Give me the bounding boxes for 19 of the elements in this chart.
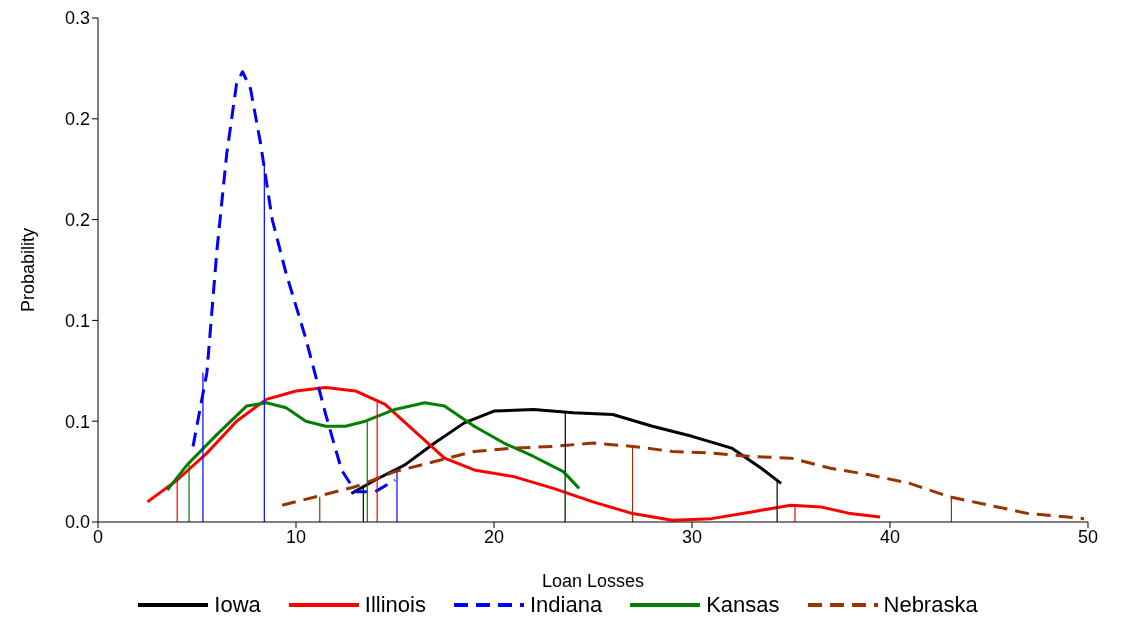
x-tick-label: 0: [92, 526, 104, 547]
y-tick-label: 0.2: [64, 209, 90, 230]
legend-label: Indiana: [529, 592, 603, 618]
x-axis-title: Loan Losses: [541, 571, 645, 591]
y-tick-label: 0.1: [64, 310, 90, 331]
legend-label: Illinois: [364, 592, 426, 618]
x-tick-label: 30: [681, 526, 703, 547]
y-tick-label: 0.1: [64, 411, 90, 432]
x-tick-label: 50: [1077, 526, 1099, 547]
x-tick-label: 20: [483, 526, 505, 547]
y-tick-label: 0.0: [64, 512, 90, 533]
legend-label: Nebraska: [883, 592, 978, 618]
legend-label: Kansas: [706, 592, 780, 618]
y-tick-label: 0.3: [64, 8, 90, 29]
y-tick-label: 0.2: [64, 109, 90, 130]
x-tick-label: 10: [285, 526, 307, 547]
x-tick-label: 40: [879, 526, 901, 547]
y-axis-title: Probability: [18, 227, 39, 313]
legend-label: Iowa: [214, 592, 261, 618]
